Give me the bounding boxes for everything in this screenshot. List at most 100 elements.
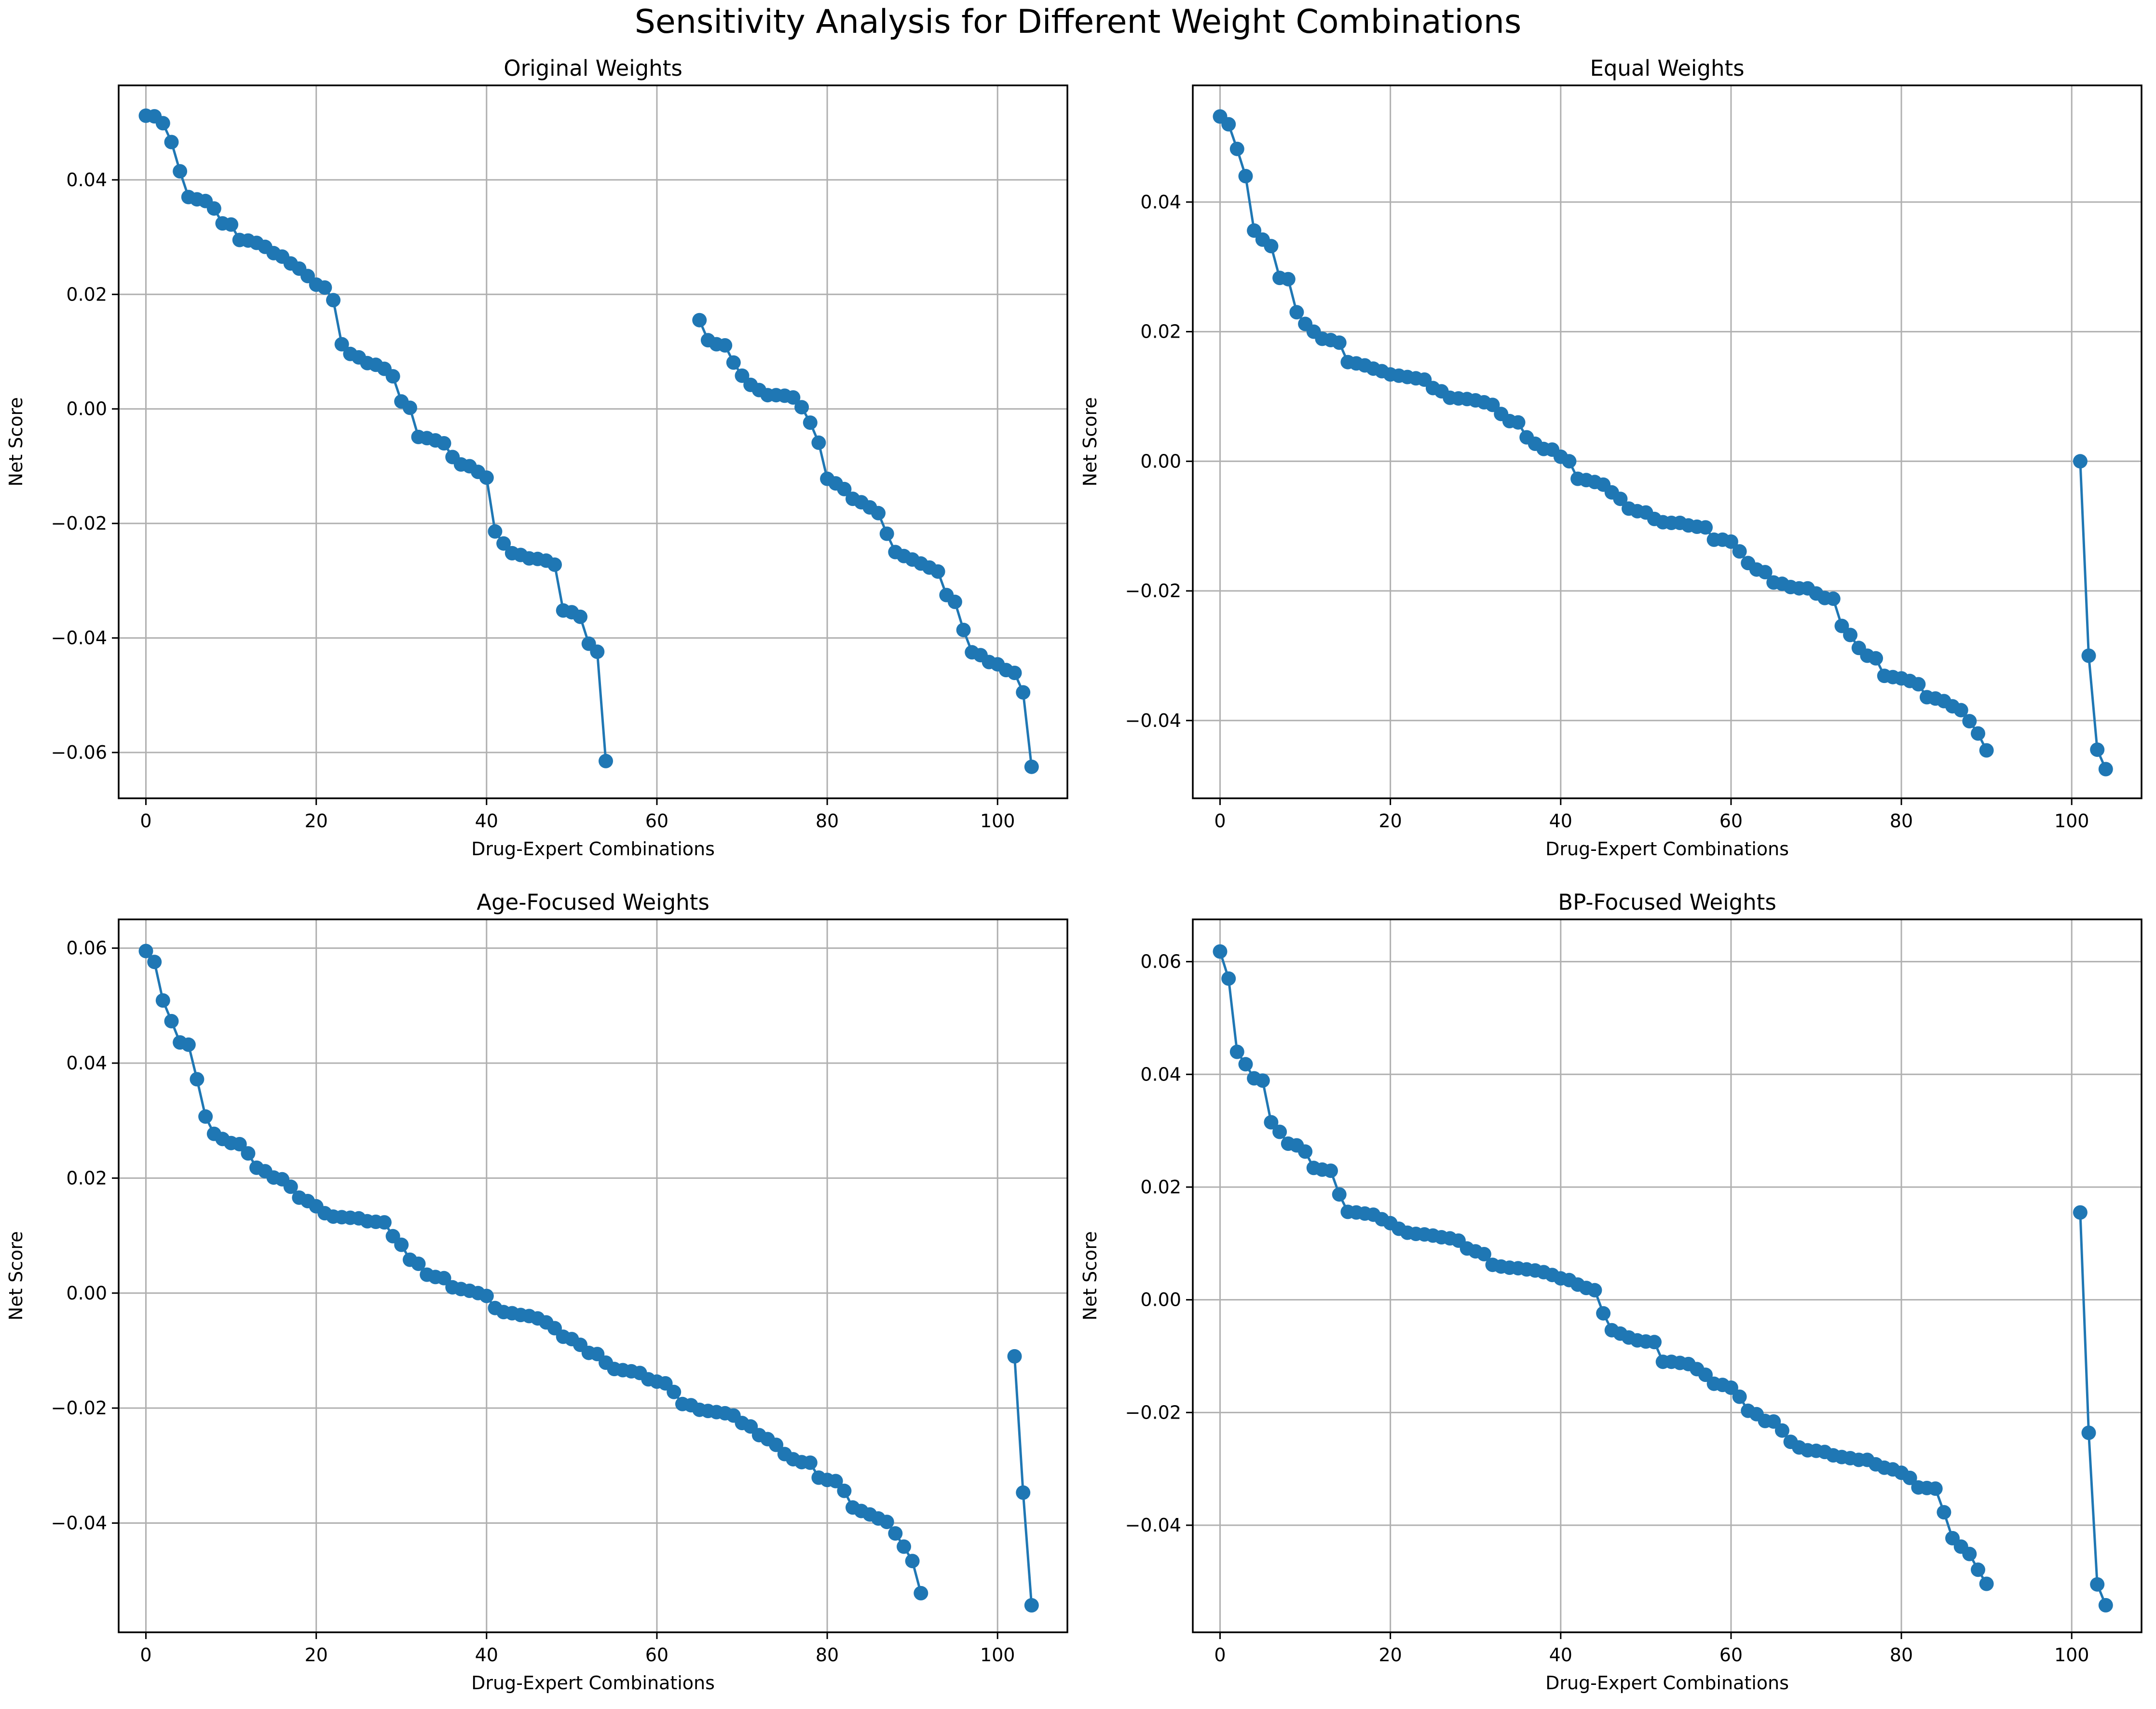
data-point (726, 355, 741, 370)
x-tick-label: 100 (2054, 810, 2089, 832)
data-point (190, 1072, 205, 1087)
y-tick-label: 0.02 (1140, 321, 1181, 342)
data-point (283, 1179, 298, 1194)
data-point (1485, 397, 1500, 412)
data-point (1016, 1485, 1031, 1500)
data-point (1647, 1335, 1662, 1350)
data-point (1971, 726, 1985, 741)
data-point (803, 415, 818, 430)
y-tick-label: 0.02 (1140, 1176, 1181, 1198)
data-point (1229, 1044, 1244, 1059)
data-point (1476, 1247, 1491, 1261)
data-point (1024, 1598, 1039, 1613)
data-point (2081, 648, 2096, 663)
data-point (155, 993, 170, 1008)
data-point (1587, 1283, 1602, 1298)
data-point (811, 435, 826, 450)
axes-frame (118, 918, 1068, 1633)
data-point (1264, 1115, 1279, 1130)
data-point (828, 1474, 843, 1489)
data-point (735, 368, 750, 383)
data-point (1911, 677, 1926, 692)
data-point (1698, 1367, 1713, 1382)
data-point (1332, 1187, 1347, 1202)
x-tick-label: 80 (816, 810, 839, 832)
data-point (1213, 944, 1228, 959)
data-point (1229, 141, 1244, 156)
y-tick-label: 0.04 (66, 1053, 107, 1074)
series-line-1 (145, 950, 922, 1594)
data-point (181, 1037, 196, 1052)
data-point (1289, 305, 1304, 320)
data-point (2098, 762, 2113, 777)
y-tick-label: −0.02 (51, 1397, 107, 1419)
x-axis-label: Drug-Expert Combinations (471, 1672, 715, 1694)
data-point (1511, 415, 1526, 430)
data-point (1613, 492, 1628, 506)
data-point (837, 1483, 852, 1498)
x-tick-label: 0 (140, 810, 151, 832)
data-point (2090, 1577, 2105, 1592)
x-tick-label: 100 (980, 1644, 1015, 1666)
series-line-2 (1013, 1356, 1033, 1606)
data-point (1758, 565, 1773, 580)
x-tick-label: 0 (140, 1644, 151, 1666)
data-point (232, 1137, 247, 1151)
y-tick-label: 0.04 (1140, 191, 1181, 213)
y-tick-label: 0.02 (66, 284, 107, 305)
data-point (1953, 703, 1968, 718)
data-point (479, 470, 494, 485)
data-point (956, 623, 971, 637)
chart-panel-3: 0 20 40 60 80 100 −0.04 −0.02 0.00 0.02 0.04 0.06 Ag… (5, 889, 1068, 1694)
data-point (1869, 651, 1883, 666)
data-point (1255, 1073, 1270, 1088)
x-tick-label: 0 (1214, 1644, 1226, 1666)
y-tick-label: −0.06 (51, 742, 107, 763)
x-tick-label: 60 (1719, 810, 1743, 832)
data-point (385, 369, 400, 384)
x-tick-label: 20 (1378, 810, 1402, 832)
data-point (1774, 1423, 1789, 1438)
data-point (786, 390, 801, 405)
y-tick-label: −0.04 (51, 1513, 107, 1534)
x-tick-label: 40 (1549, 810, 1572, 832)
data-point (1962, 1546, 1977, 1561)
y-tick-label: −0.04 (1125, 1515, 1181, 1536)
data-point (1979, 1576, 1994, 1591)
y-tick-label: −0.04 (1125, 710, 1181, 731)
data-point (573, 609, 587, 624)
data-point (692, 313, 707, 328)
data-point (1937, 1505, 1951, 1520)
data-point (1732, 544, 1747, 559)
data-point (1723, 1380, 1738, 1395)
data-point (206, 201, 221, 216)
x-axis-label: Drug-Expert Combinations (471, 838, 715, 860)
data-point (947, 594, 962, 609)
data-point (837, 481, 852, 496)
y-axis-label: Net Score (5, 397, 27, 486)
y-axis-label: Net Score (1079, 397, 1101, 486)
data-point (411, 1257, 426, 1271)
y-axis-label: Net Score (5, 1231, 27, 1320)
data-point (496, 536, 511, 551)
x-tick-label: 60 (645, 1644, 669, 1666)
data-point (1238, 169, 1253, 184)
data-point (879, 526, 894, 541)
data-point (173, 164, 188, 179)
chart-title: Equal Weights (1590, 55, 1744, 81)
x-tick-label: 20 (304, 1644, 327, 1666)
y-tick-label: −0.02 (1125, 580, 1181, 602)
data-point (871, 506, 886, 520)
y-tick-label: −0.02 (51, 513, 107, 534)
data-point (402, 400, 417, 415)
x-tick-label: 60 (1719, 1644, 1743, 1666)
data-point (1221, 117, 1236, 132)
y-tick-label: 0.00 (66, 1283, 107, 1304)
chart-title: BP-Focused Weights (1558, 889, 1776, 915)
chart-title: Age-Focused Weights (477, 889, 710, 915)
x-tick-label: 100 (2054, 1644, 2089, 1666)
axes-frame (1192, 918, 2142, 1633)
data-point (334, 337, 349, 352)
y-tick-label: 0.00 (1140, 1289, 1181, 1311)
